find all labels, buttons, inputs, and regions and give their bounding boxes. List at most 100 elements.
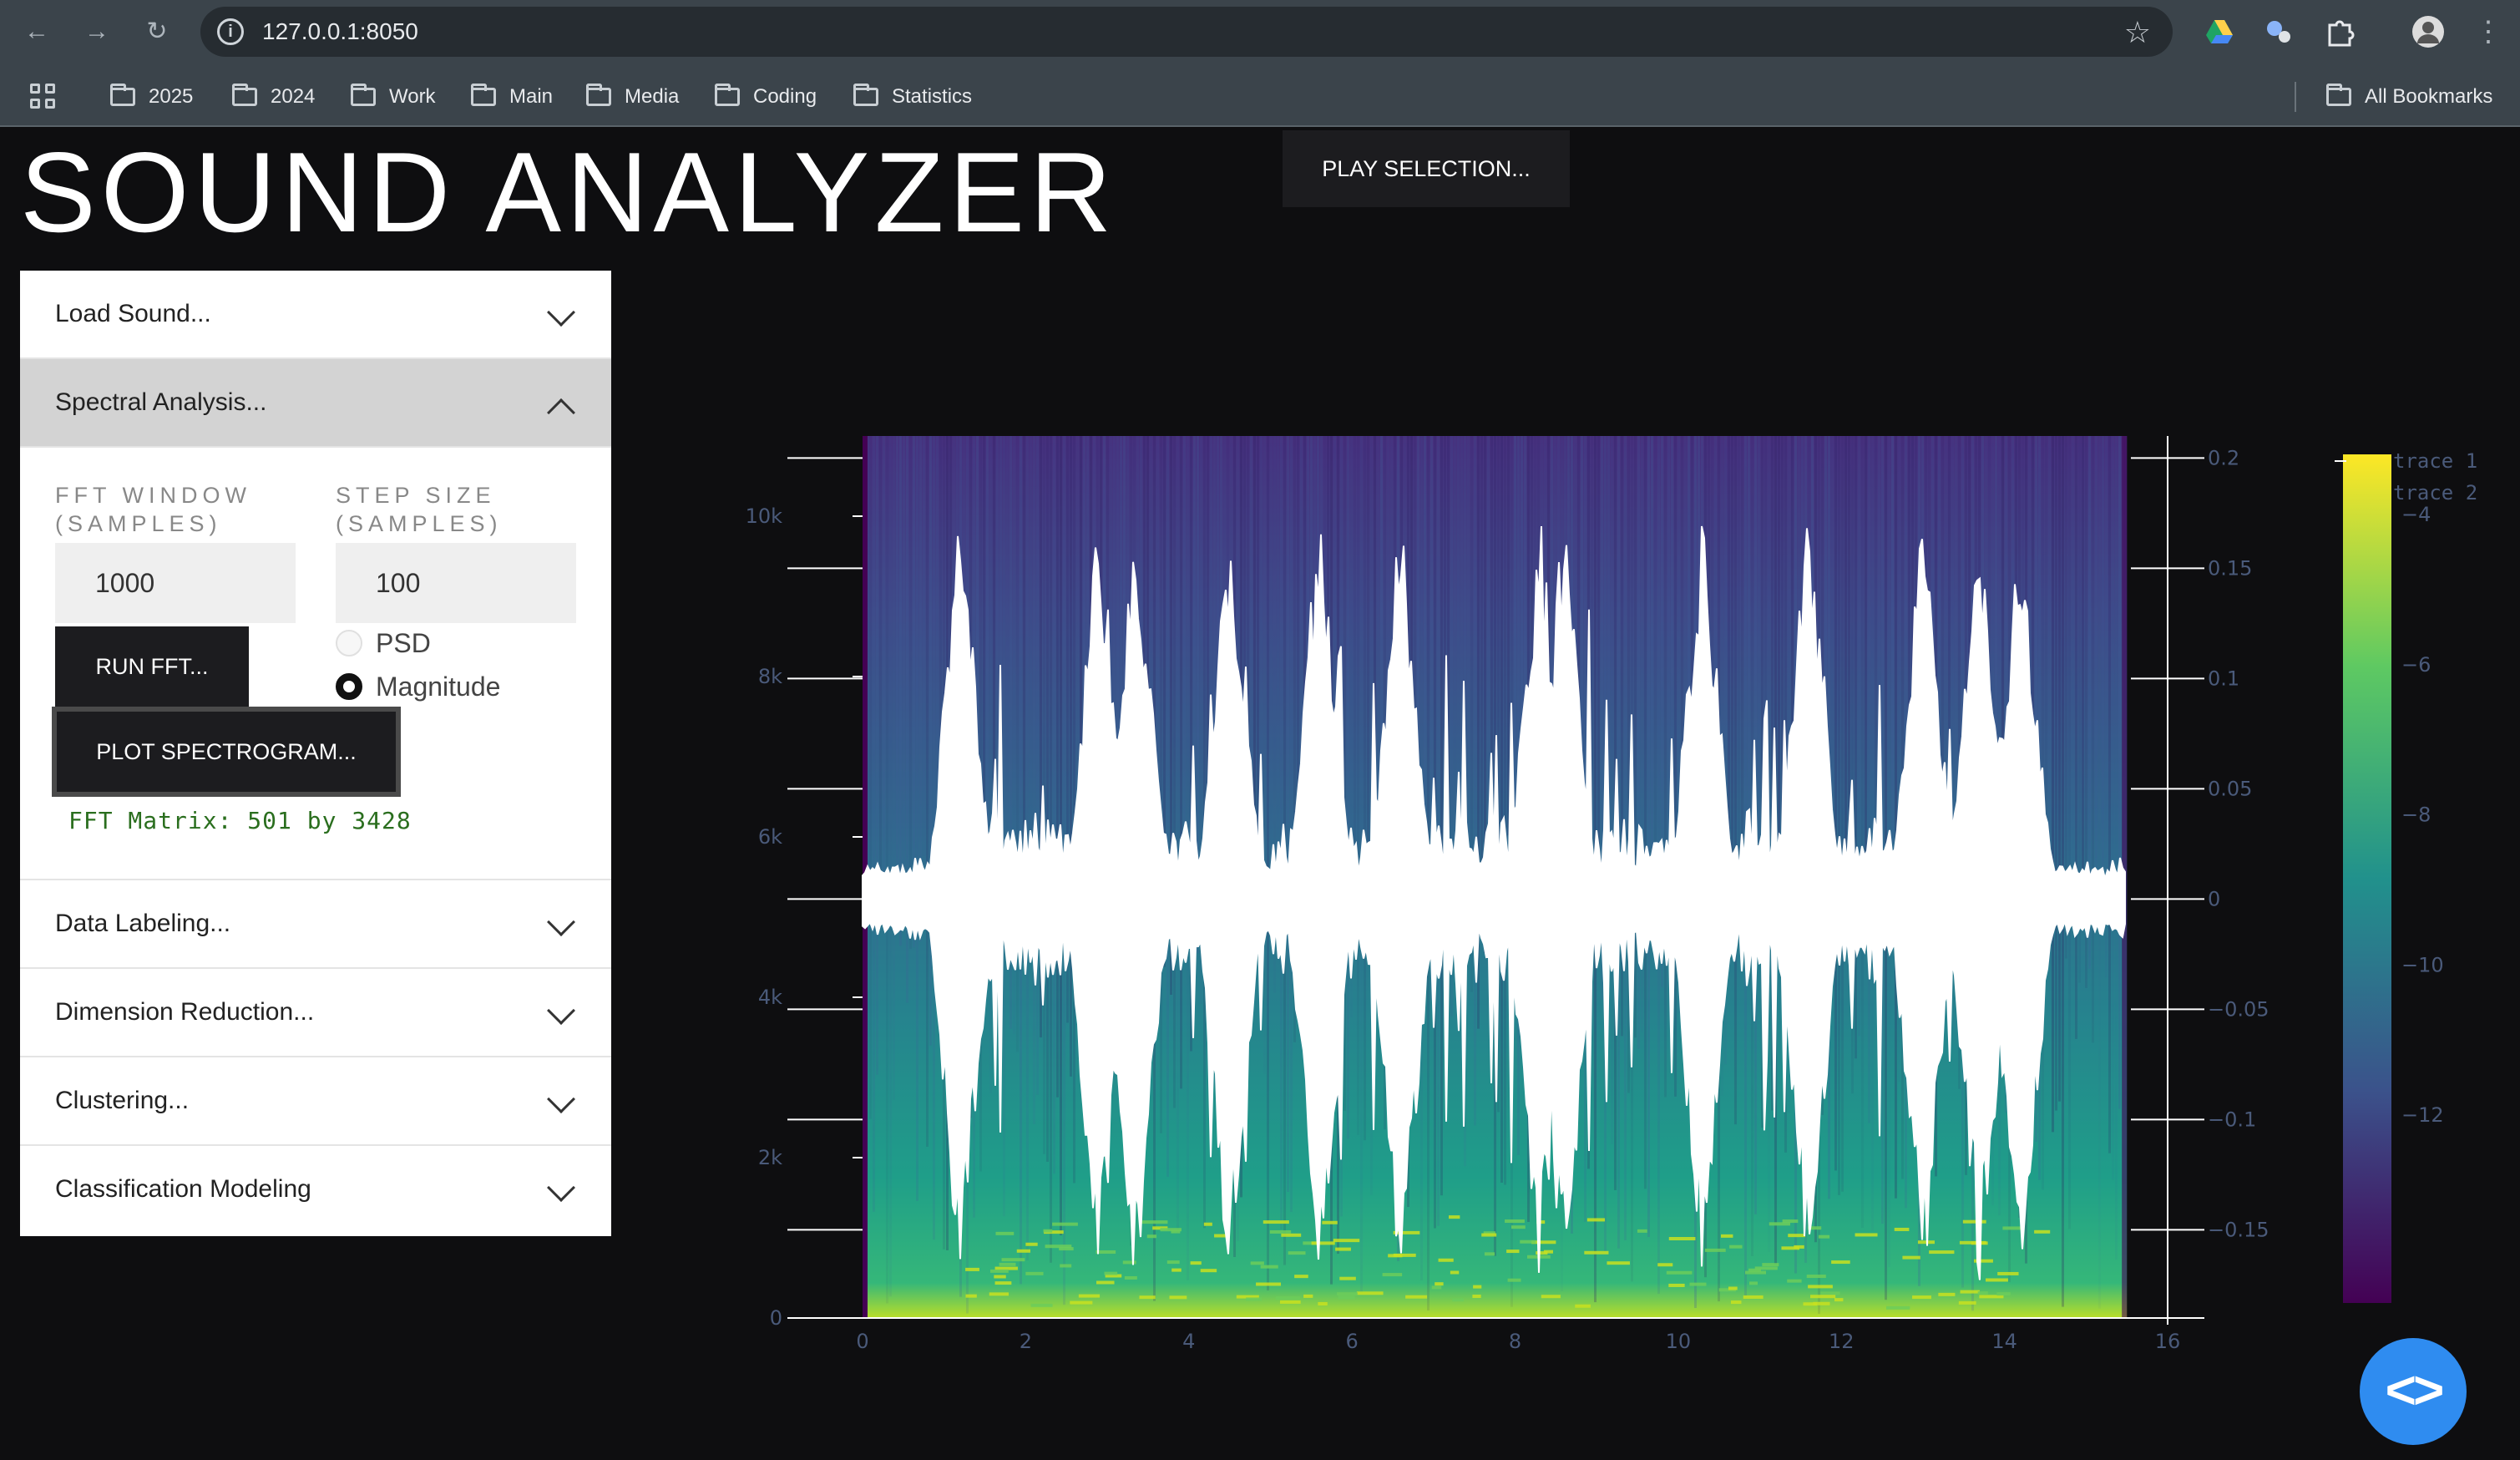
spectrogram-column [1848, 436, 1850, 939]
spectrogram-column [1183, 436, 1186, 875]
browser-menu-icon[interactable]: ⋮ [2474, 16, 2502, 48]
colorbar[interactable] [2343, 454, 2391, 1303]
harmonic-mark [1584, 1250, 1609, 1255]
bookmark-folder[interactable]: 2025 [110, 84, 193, 110]
bookmark-folder[interactable]: Main [471, 84, 553, 110]
code-view-button[interactable]: <> [2360, 1338, 2467, 1445]
colorbar-tick-label: −4 [2401, 503, 2431, 526]
spectrogram-column [1303, 436, 1306, 931]
site-info-icon[interactable]: i [217, 18, 244, 45]
fft-window-input[interactable] [55, 543, 296, 623]
spectrogram-column [909, 436, 912, 949]
spectrogram-column [1865, 436, 1867, 866]
y-tick-label: 0 [770, 1306, 782, 1330]
extensions-puzzle-icon[interactable] [2325, 17, 2355, 47]
spectrogram-column [1621, 436, 1623, 1037]
harmonic-mark [1203, 1222, 1212, 1226]
spectrogram-column [1347, 436, 1349, 1139]
spectrogram-column [893, 436, 895, 1100]
psd-radio[interactable] [336, 630, 362, 656]
spectrogram-column [1637, 436, 1640, 1049]
address-bar[interactable]: i 127.0.0.1:8050 ☆ [200, 7, 2173, 57]
spectrogram-column [1280, 436, 1283, 1229]
harmonic-mark [1016, 1249, 1030, 1253]
accordion-load-sound[interactable]: Load Sound... [20, 271, 611, 359]
back-icon[interactable]: ← [24, 18, 49, 45]
harmonic-mark [1818, 1234, 1830, 1239]
harmonic-mark [1025, 1242, 1038, 1246]
harmonic-mark [1484, 1252, 1495, 1256]
legend[interactable]: trace 1 trace 2 [2335, 449, 2477, 504]
spectrogram-column [1514, 436, 1516, 861]
harmonic-mark [1452, 1298, 1464, 1302]
spectrogram-column [1651, 436, 1653, 894]
harmonic-mark [1810, 1295, 1836, 1299]
spectrogram-column [1487, 436, 1490, 894]
accordion-clustering[interactable]: Clustering... [20, 1057, 611, 1146]
harmonic-mark [1886, 1305, 1910, 1310]
x-tick-label: 6 [1345, 1330, 1358, 1353]
y2-tick-label: 0.2 [2208, 446, 2239, 469]
spectrogram-column [1861, 436, 1864, 1229]
step-size-input[interactable] [336, 543, 576, 623]
run-fft-button[interactable]: RUN FFT... [55, 626, 249, 707]
magnitude-radio[interactable] [336, 673, 362, 700]
harmonic-mark [1405, 1295, 1428, 1299]
harmonic-mark [1997, 1271, 2019, 1275]
google-drive-icon[interactable] [2204, 17, 2234, 47]
spectrogram-column [1871, 436, 1874, 1231]
chevron-down-icon [547, 908, 575, 936]
harmonic-mark [1782, 1219, 1799, 1224]
spectrogram-column [1454, 436, 1456, 955]
plot-spectrogram-button[interactable]: PLOT SPECTROGRAM... [52, 707, 401, 797]
spectrogram-column [1741, 436, 1743, 890]
harmonic-mark [1214, 1234, 1229, 1238]
harmonic-mark [1510, 1225, 1526, 1229]
bookmark-folder[interactable]: Media [586, 84, 679, 110]
spectrogram-column [1507, 436, 1510, 836]
all-bookmarks[interactable]: All Bookmarks [2326, 84, 2492, 110]
reload-icon[interactable]: ↻ [146, 18, 168, 45]
spectrogram-column [993, 436, 995, 904]
accordion-spectral-analysis[interactable]: Spectral Analysis... [20, 359, 611, 448]
harmonic-mark [1666, 1270, 1693, 1275]
bookmark-folder[interactable]: Statistics [853, 84, 972, 110]
harmonic-mark [1820, 1291, 1840, 1295]
forward-icon[interactable]: → [84, 18, 109, 45]
x-axis-ticks: 0 2 4 6 8 10 12 14 16 [856, 1330, 2180, 1353]
spectrogram-column [1193, 436, 1196, 875]
accordion-dimension-reduction[interactable]: Dimension Reduction... [20, 969, 611, 1057]
colorbar-tick-label: −8 [2401, 804, 2431, 827]
spectrogram-column [2095, 436, 2097, 927]
y2-tick-label: −0.05 [2208, 997, 2270, 1021]
waveform-trace[interactable] [862, 525, 2126, 1280]
spectrogram-column [1053, 436, 1055, 1174]
chevron-down-icon [547, 1174, 575, 1202]
accordion-data-labeling[interactable]: Data Labeling... [20, 880, 611, 969]
bookmark-star-icon[interactable]: ☆ [2123, 15, 2151, 49]
y-tick-label: 10k [746, 504, 783, 528]
spectrogram-column [1467, 436, 1470, 911]
harmonic-mark [1078, 1294, 1101, 1298]
harmonic-mark [1171, 1229, 1181, 1234]
play-selection-button[interactable]: PLAY SELECTION... [1283, 130, 1570, 207]
bookmark-folder[interactable]: Work [351, 84, 436, 110]
apps-grid-icon[interactable] [30, 84, 55, 109]
spectrogram-column [1671, 436, 1673, 950]
bookmark-folder[interactable]: 2024 [232, 84, 315, 110]
spectrogram-column [1377, 436, 1379, 976]
spectrogram-column [1951, 436, 1954, 891]
harmonic-mark [1171, 1268, 1182, 1272]
spectrogram-column [1180, 436, 1182, 1089]
extension-search-icon[interactable] [2263, 17, 2293, 47]
spectrogram-column [1664, 436, 1667, 1098]
bookmark-folder[interactable]: Coding [715, 84, 817, 110]
colorbar-tick-label: −12 [2401, 1103, 2444, 1127]
spectrogram-column [1627, 436, 1630, 1093]
avatar[interactable] [2411, 15, 2445, 48]
accordion-classification-modeling[interactable]: Classification Modeling [20, 1146, 611, 1234]
spectrogram-column [1490, 436, 1493, 927]
spectrogram-column [889, 436, 892, 1297]
harmonic-mark [1311, 1241, 1335, 1245]
